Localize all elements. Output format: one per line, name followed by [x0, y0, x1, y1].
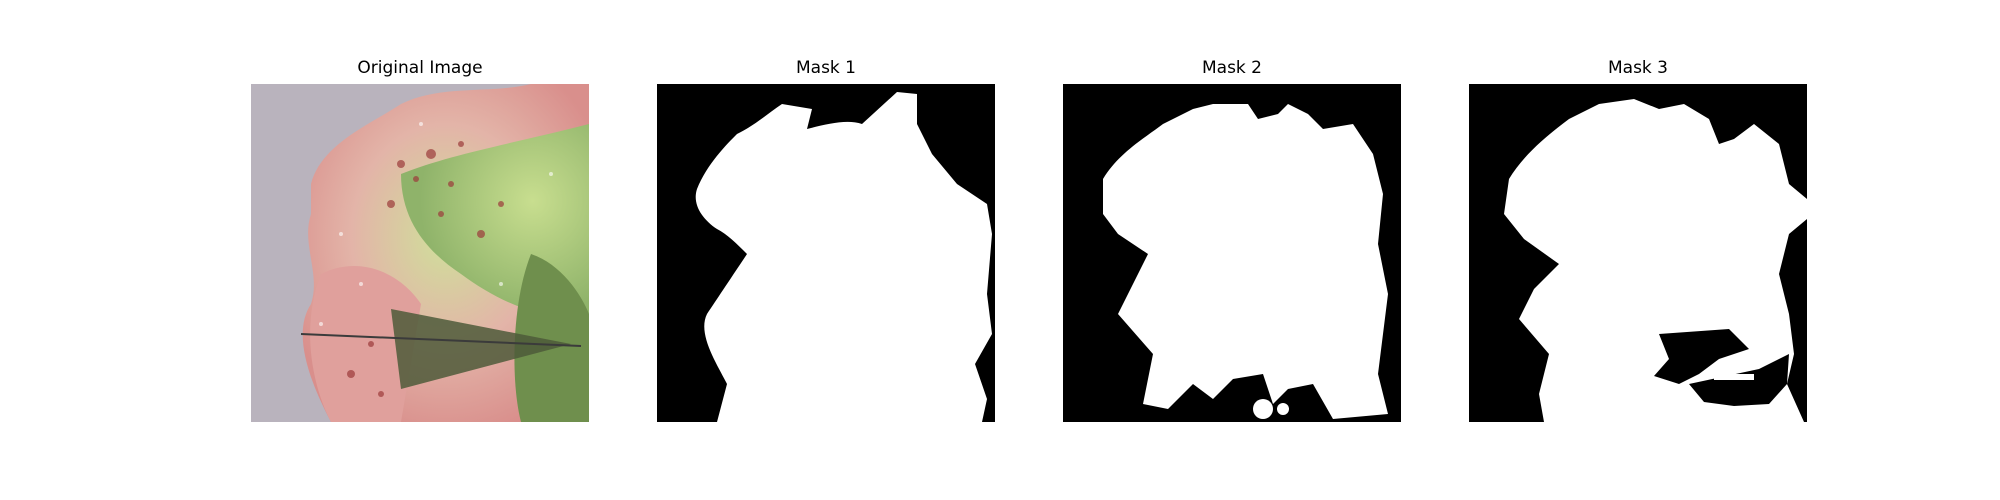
mask-2-title: Mask 2 [1201, 58, 1262, 78]
mask-3-title: Mask 3 [1607, 58, 1668, 78]
mask-2 [1063, 84, 1401, 422]
mask-3 [1469, 84, 1807, 422]
original-image [251, 84, 589, 422]
mask-2-image [1063, 84, 1401, 422]
original-image-title: Original Image [357, 58, 483, 78]
mask-1 [657, 84, 995, 422]
mask-3-image [1469, 84, 1807, 422]
mask-1-image [657, 84, 995, 422]
leaf-photo [251, 84, 589, 422]
mask-1-title: Mask 1 [795, 58, 856, 78]
